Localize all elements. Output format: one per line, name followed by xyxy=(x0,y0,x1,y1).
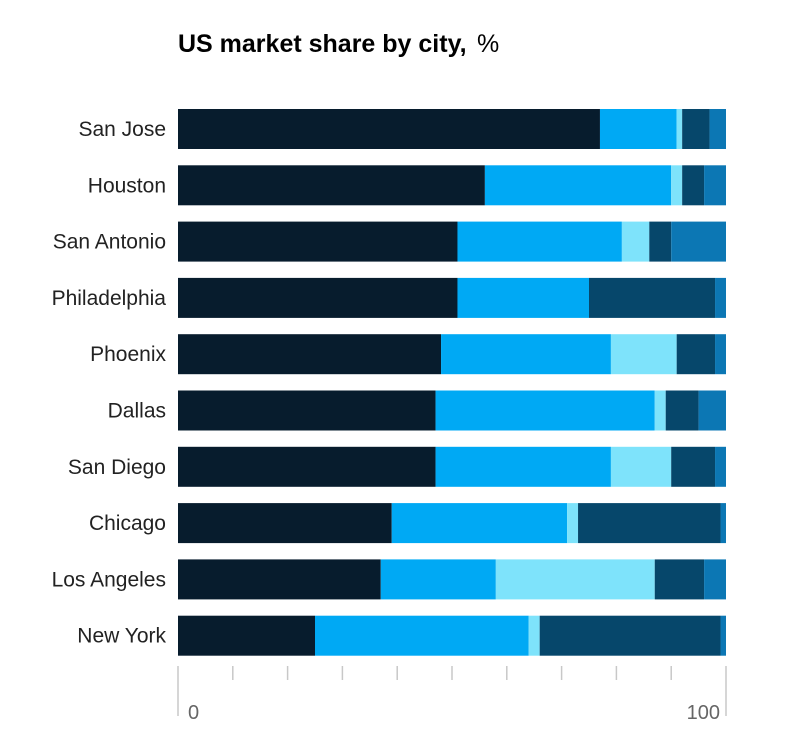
bar-row xyxy=(178,221,726,262)
bar-row xyxy=(178,446,726,487)
bars-group xyxy=(178,109,726,656)
bar-segment-3 xyxy=(528,615,540,656)
category-label: Los Angeles xyxy=(52,568,166,591)
bar-segment-2 xyxy=(391,503,568,544)
bar-segment-3 xyxy=(610,334,677,375)
bar-segment-1 xyxy=(178,165,485,206)
chart-title-text: US market share by city, xyxy=(178,30,467,58)
bar-segment-1 xyxy=(178,109,600,149)
bar-segment-5 xyxy=(715,446,726,487)
bar-segment-2 xyxy=(435,446,611,487)
category-label: San Jose xyxy=(78,118,166,141)
bar-segment-2 xyxy=(457,277,589,318)
category-label: New York xyxy=(77,625,166,648)
bar-segment-4 xyxy=(539,615,721,656)
bar-segment-1 xyxy=(178,615,315,656)
category-label: Houston xyxy=(88,174,166,197)
bar-row xyxy=(178,615,726,656)
bar-segment-5 xyxy=(704,559,726,600)
bar-segment-5 xyxy=(715,277,726,318)
bar-row xyxy=(178,165,726,206)
bar-row xyxy=(178,334,726,375)
bar-segment-1 xyxy=(178,390,436,431)
bar-segment-3 xyxy=(495,559,655,600)
bar-segment-4 xyxy=(676,334,716,375)
bar-segment-3 xyxy=(567,503,579,544)
bar-segment-4 xyxy=(578,503,721,544)
bar-segment-3 xyxy=(621,221,650,262)
bar-segment-2 xyxy=(441,334,611,375)
category-labels: San Jose Houston San Antonio Philadelphia Ph… xyxy=(52,118,167,648)
bar-row xyxy=(178,390,726,431)
bar-segment-3 xyxy=(671,165,683,206)
bar-segment-2 xyxy=(457,221,622,262)
bar-segment-4 xyxy=(654,559,705,600)
bar-segment-4 xyxy=(682,165,705,206)
bar-segment-4 xyxy=(665,390,699,431)
bar-row xyxy=(178,109,726,149)
bar-segment-4 xyxy=(649,221,672,262)
bar-row xyxy=(178,503,726,544)
x-axis: 0 100 xyxy=(177,666,727,724)
chart-title: US market share by city, % xyxy=(178,30,499,58)
bar-segment-2 xyxy=(435,390,655,431)
bar-segment-4 xyxy=(682,109,710,149)
bar-row xyxy=(178,559,726,600)
category-label: Chicago xyxy=(89,512,166,535)
bar-segment-2 xyxy=(484,165,672,206)
bar-segment-3 xyxy=(610,446,672,487)
bar-segment-1 xyxy=(178,221,458,262)
bar-segment-4 xyxy=(589,277,716,318)
bar-segment-5 xyxy=(720,615,726,656)
x-tick-label-min: 0 xyxy=(188,702,199,724)
bar-segment-2 xyxy=(380,559,496,600)
bar-segment-2 xyxy=(599,109,677,149)
bar-segment-1 xyxy=(178,446,436,487)
bar-segment-5 xyxy=(715,334,726,375)
bar-segment-5 xyxy=(704,165,726,206)
bar-segment-1 xyxy=(178,334,442,375)
category-label: Philadelphia xyxy=(52,287,167,310)
bar-segment-1 xyxy=(178,503,392,544)
bar-segment-5 xyxy=(720,503,726,544)
bar-segment-3 xyxy=(654,390,666,431)
bar-row xyxy=(178,277,726,318)
category-label: San Antonio xyxy=(53,231,166,254)
bar-segment-1 xyxy=(178,277,458,318)
bar-segment-2 xyxy=(315,615,529,656)
x-tick-label-max: 100 xyxy=(687,702,720,724)
category-label: Phoenix xyxy=(90,343,166,366)
chart-title-unit: % xyxy=(477,30,499,58)
bar-segment-5 xyxy=(709,109,726,149)
bar-segment-1 xyxy=(178,559,381,600)
category-label: Dallas xyxy=(108,400,166,423)
bar-segment-4 xyxy=(671,446,716,487)
category-label: San Diego xyxy=(68,456,166,479)
bar-segment-5 xyxy=(698,390,726,431)
bar-segment-3 xyxy=(676,109,683,149)
bar-segment-5 xyxy=(671,221,726,262)
